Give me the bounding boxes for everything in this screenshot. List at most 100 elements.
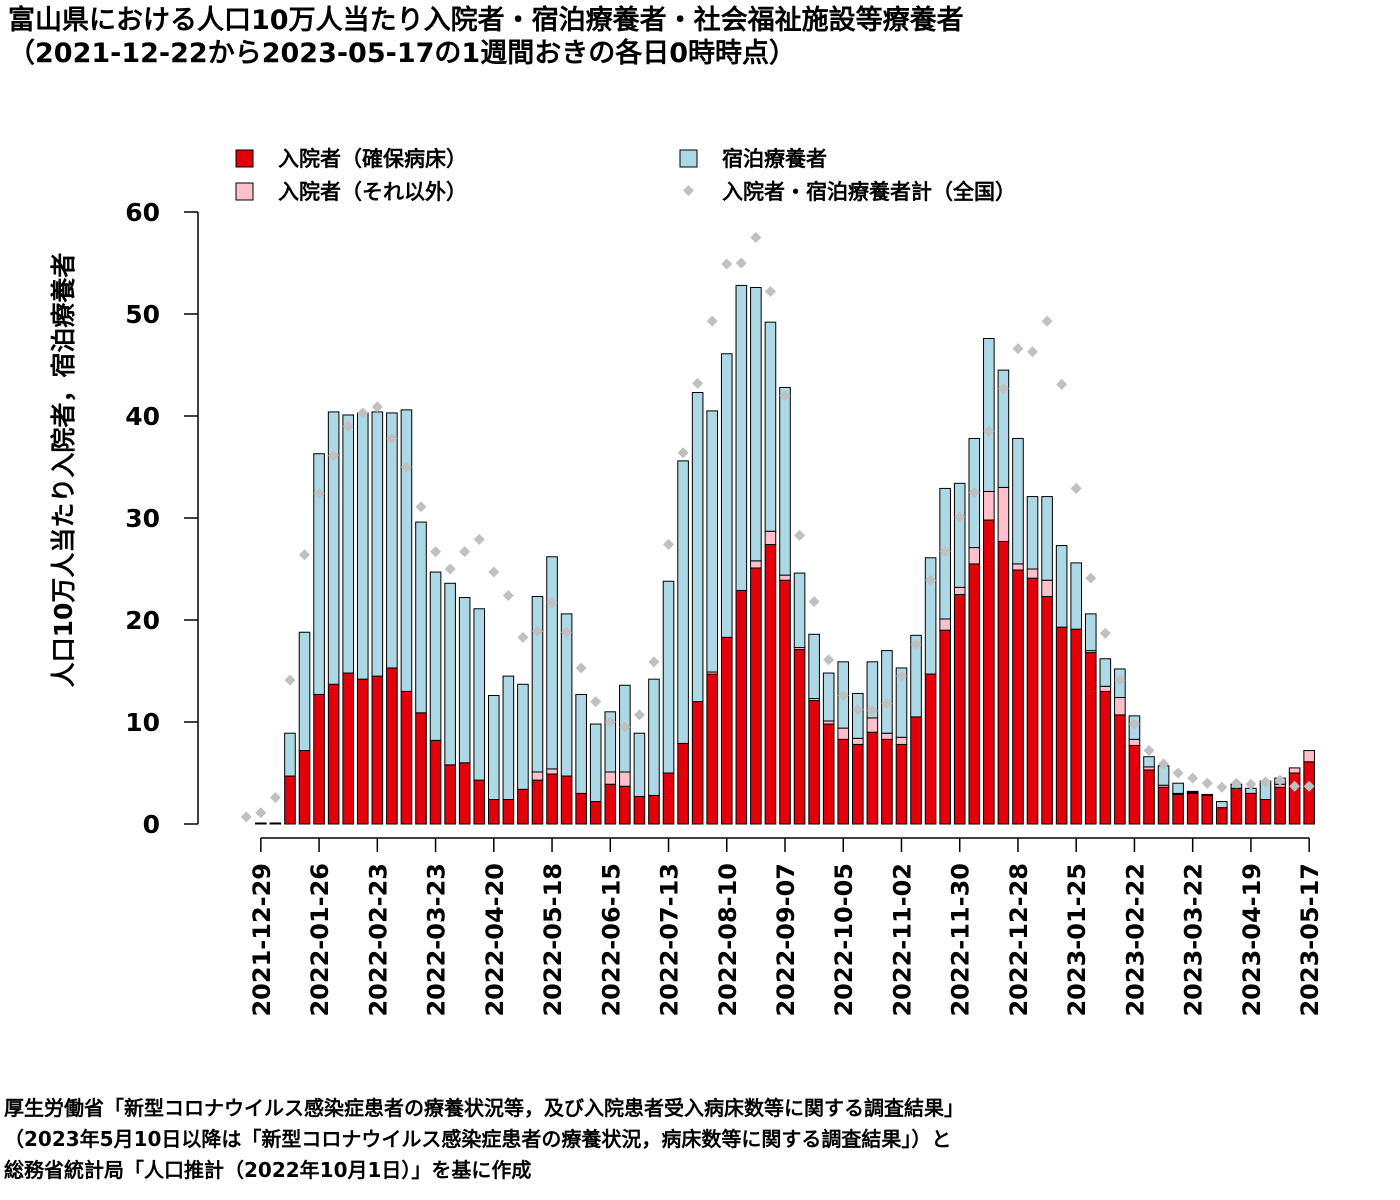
bar-hotel: [1201, 793, 1214, 796]
national-total-point: [342, 420, 354, 432]
legend-swatch-national-total: [683, 185, 694, 196]
bar-hospital-secured: [356, 678, 369, 825]
bar-hotel: [924, 557, 937, 675]
bar-hospital-secured: [837, 738, 850, 825]
x-tick-label: 2022-01-26: [306, 863, 334, 1017]
x-tick-label: 2022-08-10: [714, 863, 742, 1017]
bar-hospital-secured: [1172, 793, 1184, 825]
national-total-point: [1041, 315, 1053, 327]
x-tick-label: 2022-06-15: [597, 863, 625, 1017]
bar-hotel: [560, 613, 573, 777]
bar-hotel: [473, 608, 486, 781]
national-total-point: [1143, 745, 1155, 757]
bar-hotel: [589, 723, 602, 803]
bar-hospital-secured: [720, 636, 733, 825]
national-total-point: [269, 791, 281, 803]
national-total-point: [808, 596, 820, 608]
bar-hospital-secured: [1070, 628, 1083, 825]
x-tick-label: 2022-10-05: [830, 863, 858, 1017]
bar-hotel: [386, 412, 398, 669]
bar-hospital-other: [939, 618, 951, 631]
national-total-point: [925, 574, 937, 586]
national-total-point: [750, 232, 762, 243]
chart-title-line1: 富山県における人口10万人当たり入院者・宿泊療養者・社会福祉施設等療養者: [8, 5, 964, 36]
bar-hospital-other: [531, 771, 544, 781]
national-total-point: [1201, 777, 1213, 789]
national-total-points: [240, 232, 1315, 823]
bar-hotel: [371, 411, 384, 677]
legend-label-national-total: 入院者・宿泊療養者計（全国）: [722, 180, 1016, 204]
bar-hotel: [356, 412, 369, 680]
bar-hotel: [633, 732, 646, 797]
bar-hospital-secured: [750, 567, 762, 825]
legend-item-hospital-other: 入院者（それ以外）: [235, 180, 467, 204]
bar-hospital-secured: [298, 750, 311, 825]
bar-hospital-other: [750, 560, 762, 569]
national-total-point: [1216, 781, 1228, 793]
national-total-point: [531, 625, 543, 637]
y-tick-label: 0: [143, 810, 160, 839]
national-total-point: [1303, 780, 1315, 792]
national-total-point: [415, 501, 427, 513]
bar-hospital-other: [881, 732, 893, 740]
national-total-point: [255, 807, 267, 819]
national-total-point: [357, 407, 369, 419]
bar-hospital-other: [837, 727, 850, 740]
bar-hotel: [1012, 437, 1024, 565]
national-total-point: [459, 546, 471, 558]
y-axis: 0 10 20 30 40 50 60: [125, 198, 199, 839]
bar-hospital-secured: [371, 675, 384, 825]
x-tick-label: 2022-04-20: [481, 863, 509, 1017]
bar-hotel: [895, 667, 908, 738]
national-total-point: [939, 546, 951, 558]
bar-series: [255, 284, 1315, 825]
national-total-point: [590, 696, 602, 708]
bar-hospital-secured: [968, 563, 981, 825]
national-total-point: [240, 811, 252, 823]
bar-hospital-other: [1128, 738, 1141, 746]
national-total-point: [881, 698, 893, 710]
bar-hospital-secured: [1216, 807, 1228, 825]
bar-hotel: [793, 572, 806, 649]
bar-hotel: [502, 675, 515, 801]
bar-hospital-other: [1303, 750, 1315, 763]
bar-hospital-other: [1026, 568, 1039, 579]
bar-hospital-secured: [1012, 569, 1024, 825]
bar-hotel: [444, 582, 456, 766]
bar-hotel: [1070, 562, 1083, 630]
bar-hotel: [575, 693, 587, 794]
bar-hospital-secured: [953, 594, 966, 825]
national-total-point: [852, 704, 864, 716]
legend-item-hotel: 宿泊療養者: [679, 147, 827, 171]
national-total-point: [546, 597, 558, 609]
legend-label-hospital-secured: 入院者（確保病床）: [278, 147, 467, 171]
bar-hospital-secured: [589, 801, 602, 825]
national-total-point: [1289, 780, 1301, 792]
legend-item-hospital-secured: 入院者（確保病床）: [235, 147, 467, 171]
national-total-point: [1259, 776, 1271, 788]
bar-hotel: [342, 414, 354, 674]
bar-hotel: [415, 521, 427, 714]
bar-hospital-secured: [881, 738, 893, 825]
national-total-point: [779, 390, 791, 402]
national-total-point: [575, 662, 587, 674]
national-total-point: [1056, 378, 1068, 390]
legend-swatch-hospital-other: [235, 182, 254, 201]
y-tick-label: 10: [125, 708, 160, 737]
bar-hospital-secured: [546, 773, 558, 825]
y-tick-label: 40: [125, 402, 160, 431]
bar-hospital-secured: [517, 788, 529, 825]
national-total-point: [1158, 758, 1170, 770]
x-tick-label: 2023-01-25: [1063, 863, 1091, 1017]
x-tick-label: 2021-12-29: [248, 863, 276, 1017]
national-total-point: [299, 549, 311, 561]
national-total-point: [1114, 674, 1126, 686]
bar-hospital-secured: [313, 693, 325, 825]
bar-hospital-secured: [1303, 761, 1315, 825]
national-total-point: [794, 529, 806, 541]
national-total-point: [371, 401, 383, 413]
bar-hotel: [1055, 545, 1068, 628]
bar-hospital-secured: [997, 540, 1010, 825]
bar-hotel: [750, 286, 762, 562]
national-total-point: [1070, 482, 1082, 494]
